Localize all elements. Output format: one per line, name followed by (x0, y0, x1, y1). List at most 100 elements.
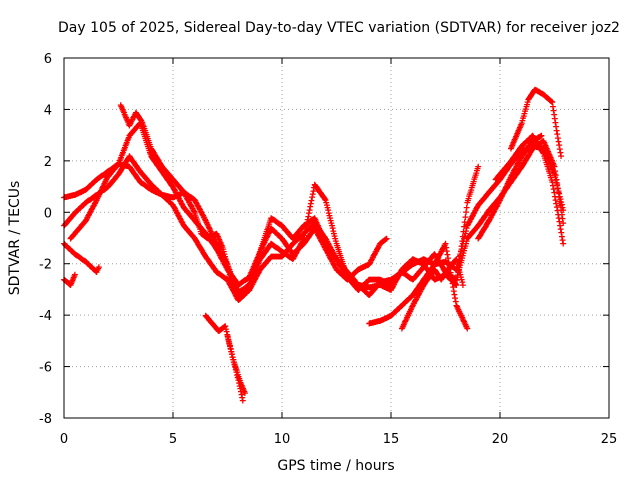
data-point: + (184, 188, 191, 201)
data-point: + (99, 169, 106, 182)
data-point: + (486, 204, 493, 217)
data-point: + (194, 198, 201, 211)
data-point: + (168, 197, 175, 210)
data-point: + (461, 242, 468, 255)
data-point: + (104, 165, 111, 178)
data-point: + (545, 153, 552, 166)
data-point: + (398, 266, 405, 279)
data-point: + (111, 172, 118, 185)
data-point: + (400, 266, 407, 279)
data-point: + (182, 187, 189, 200)
data-point: + (241, 286, 248, 299)
data-point: + (409, 273, 416, 286)
data-point: + (390, 275, 397, 288)
data-point: + (80, 184, 87, 197)
data-point: + (237, 288, 244, 301)
data-point: + (514, 166, 521, 179)
data-point: + (469, 226, 476, 239)
data-point: + (522, 154, 529, 167)
data-point: + (313, 219, 320, 232)
data-point: + (309, 218, 316, 231)
data-point: + (358, 280, 365, 293)
data-point: + (111, 160, 118, 173)
data-point: + (535, 141, 542, 154)
y-tick-label: 0 (44, 206, 52, 221)
data-point: + (88, 192, 95, 205)
data-point: + (464, 232, 471, 245)
data-point: + (225, 276, 232, 289)
data-point: + (70, 189, 77, 202)
data-point: + (85, 194, 92, 207)
data-point: + (384, 277, 391, 290)
data-point: + (144, 173, 151, 186)
data-point: + (242, 386, 249, 399)
data-point: + (142, 179, 149, 192)
data-point: + (162, 191, 169, 204)
data-point: + (354, 283, 361, 296)
data-point: + (383, 274, 390, 287)
data-point: + (174, 206, 181, 219)
data-point: + (452, 272, 459, 285)
data-point: + (372, 273, 379, 286)
y-tick-label: 6 (44, 52, 52, 67)
data-point: + (376, 276, 383, 289)
data-point: + (113, 159, 120, 172)
data-point: + (180, 186, 187, 199)
data-point: + (337, 257, 344, 270)
data-point: + (312, 217, 319, 230)
data-point: + (238, 287, 245, 300)
data-point: + (410, 257, 417, 270)
data-point: + (296, 224, 303, 237)
data-point: + (495, 193, 502, 206)
data-point: + (231, 286, 238, 299)
data-point: + (523, 142, 530, 155)
data-point: + (418, 263, 425, 276)
data-point: + (249, 272, 256, 285)
data-point: + (174, 189, 181, 202)
data-point: + (497, 191, 504, 204)
data-point: + (227, 279, 234, 292)
data-point: + (407, 260, 414, 273)
data-point: + (560, 204, 567, 217)
data-point: + (143, 173, 150, 186)
data-point: + (105, 165, 112, 178)
data-point: + (412, 257, 419, 270)
data-point: + (418, 253, 425, 266)
data-point: + (129, 164, 136, 177)
data-point: + (352, 275, 359, 288)
data-point: + (377, 276, 384, 289)
data-point: + (174, 207, 181, 220)
data-point: + (293, 234, 300, 247)
data-point: + (530, 140, 537, 153)
data-point: + (428, 251, 435, 264)
data-point: + (188, 227, 195, 240)
data-point: + (209, 259, 216, 272)
data-point: + (151, 181, 158, 194)
data-point: + (329, 246, 336, 259)
data-point: + (477, 196, 484, 209)
data-point: + (489, 182, 496, 195)
data-point: + (285, 227, 292, 240)
data-point: + (472, 205, 479, 218)
data-point: + (65, 214, 72, 227)
data-point: + (396, 268, 403, 281)
data-point: + (474, 220, 481, 233)
data-point: + (436, 255, 443, 268)
data-point: + (181, 186, 188, 199)
data-point: + (483, 208, 490, 221)
data-point: + (485, 205, 492, 218)
data-point: + (392, 270, 399, 283)
data-point: + (69, 189, 76, 202)
data-point: + (258, 241, 265, 254)
data-point: + (236, 293, 243, 306)
data-point: + (510, 154, 517, 167)
data-point: + (228, 280, 235, 293)
data-point: + (134, 171, 141, 184)
data-point: + (286, 242, 293, 255)
data-point: + (308, 214, 315, 227)
data-point: + (397, 267, 404, 280)
data-point: + (353, 276, 360, 289)
data-point: + (101, 183, 108, 196)
data-point: + (402, 263, 409, 276)
data-point: + (129, 165, 136, 178)
